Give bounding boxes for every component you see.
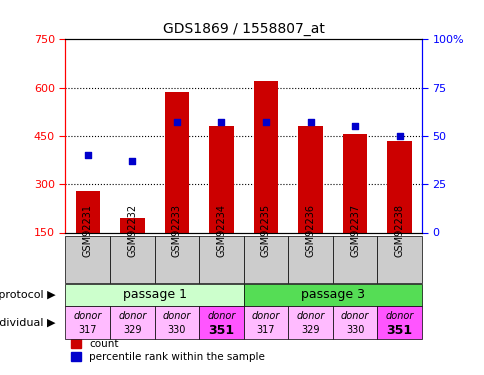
Text: donor: donor	[162, 310, 191, 321]
Text: donor: donor	[340, 310, 368, 321]
Point	[306, 119, 314, 125]
Text: GSM92231: GSM92231	[83, 204, 92, 257]
Text: donor: donor	[207, 310, 235, 321]
Text: GSM92232: GSM92232	[127, 204, 137, 257]
Legend: count, percentile rank within the sample: count, percentile rank within the sample	[71, 339, 265, 362]
Point	[261, 119, 269, 125]
Text: donor: donor	[385, 310, 413, 321]
Text: GSM92233: GSM92233	[171, 204, 182, 257]
Text: GSM92234: GSM92234	[216, 204, 226, 257]
Text: growth protocol ▶: growth protocol ▶	[0, 290, 56, 300]
Bar	[387, 141, 411, 232]
Text: 351: 351	[208, 324, 234, 337]
Text: 329: 329	[123, 325, 141, 335]
Text: donor: donor	[74, 310, 102, 321]
Text: GSM92237: GSM92237	[349, 204, 359, 257]
Bar	[342, 134, 366, 232]
Text: 330: 330	[167, 325, 186, 335]
Bar	[164, 93, 189, 232]
Point	[128, 158, 136, 164]
Text: 351: 351	[386, 324, 412, 337]
Point	[173, 119, 181, 125]
Bar	[253, 81, 278, 232]
Text: donor: donor	[251, 310, 280, 321]
Bar	[298, 126, 322, 232]
Bar	[76, 190, 100, 232]
Title: GDS1869 / 1558807_at: GDS1869 / 1558807_at	[163, 22, 324, 36]
Text: 317: 317	[256, 325, 275, 335]
Point	[217, 119, 225, 125]
Text: 329: 329	[301, 325, 319, 335]
Text: 317: 317	[78, 325, 97, 335]
Text: GSM92235: GSM92235	[260, 204, 271, 257]
Text: passage 3: passage 3	[300, 288, 364, 301]
Text: donor: donor	[118, 310, 146, 321]
Bar	[120, 218, 144, 232]
Point	[84, 152, 91, 158]
Point	[395, 133, 403, 139]
Text: donor: donor	[296, 310, 324, 321]
Text: passage 1: passage 1	[122, 288, 186, 301]
Point	[350, 123, 358, 129]
Text: individual ▶: individual ▶	[0, 318, 56, 328]
Bar	[209, 126, 233, 232]
Text: GSM92238: GSM92238	[394, 204, 404, 257]
Text: 330: 330	[345, 325, 363, 335]
Text: GSM92236: GSM92236	[305, 204, 315, 257]
